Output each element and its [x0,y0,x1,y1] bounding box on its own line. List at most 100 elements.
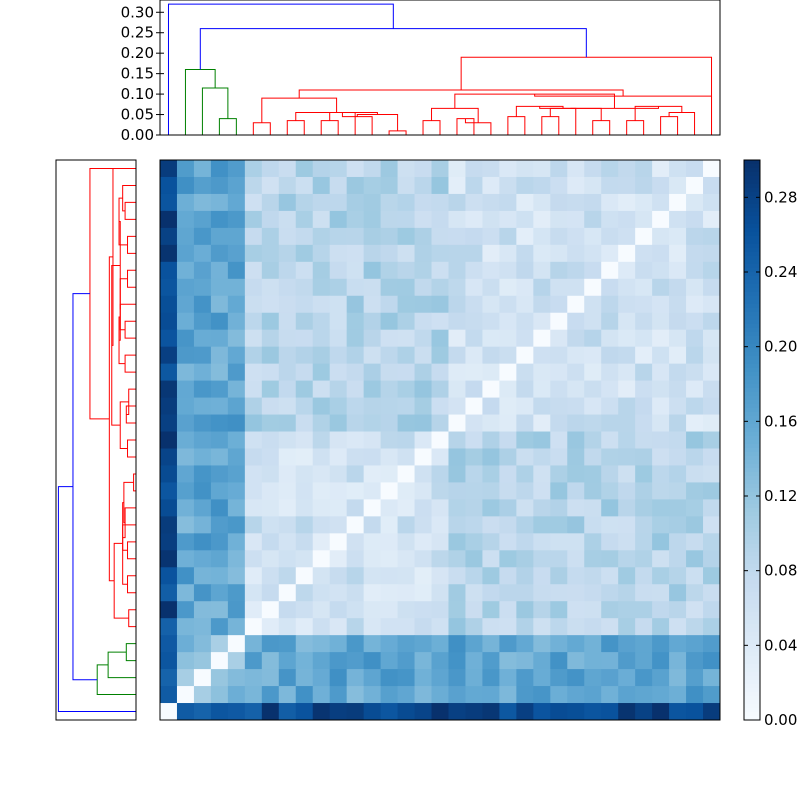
heatmap-cell [278,312,297,331]
heatmap-cell [363,533,382,551]
heatmap-cell [550,329,568,348]
heatmap-cell [363,465,382,483]
heatmap-cell [703,499,721,517]
heatmap-cell [329,465,348,483]
colorbar-segment [744,376,760,381]
heatmap-cell [346,550,365,568]
heatmap-cell [414,346,433,365]
heatmap-cell [516,601,534,619]
heatmap-cell [584,686,602,704]
heatmap-cell [499,669,517,687]
heatmap-cell [210,363,229,382]
heatmap-cell [176,448,195,466]
heatmap-cell [635,635,653,653]
heatmap-cell [516,160,534,178]
colorbar-segment [744,352,760,357]
heatmap-cell [448,363,466,382]
heatmap-cell [160,431,178,449]
heatmap-cell [414,516,433,534]
colorbar-segment [744,676,760,681]
colorbar-segment [744,576,760,581]
heatmap-cell [227,312,246,331]
heatmap-cell [160,227,178,246]
heatmap-cell [499,363,517,382]
heatmap-cell [465,329,483,348]
heatmap-cell [499,618,517,636]
colorbar-tick-label: 0.16 [764,412,797,430]
heatmap-cell [516,380,534,399]
heatmap-cell [227,295,246,314]
colorbar-segment [744,556,760,561]
heatmap-cell [244,160,263,178]
heatmap-cell [261,397,280,416]
colorbar-segment [744,572,760,577]
colorbar-segment [744,404,760,409]
colorbar-segment [744,680,760,685]
heatmap-cell [431,193,449,212]
heatmap-cell [363,550,382,568]
heatmap-cell [499,278,517,297]
heatmap-cell [346,601,365,619]
heatmap-cell [210,516,229,534]
heatmap-cell [193,431,212,449]
heatmap-cell [397,618,416,636]
heatmap-cell [346,465,365,483]
heatmap-cell [227,601,246,619]
heatmap-cell [346,618,365,636]
heatmap-cell [465,465,483,483]
heatmap-cell [278,533,297,551]
heatmap-cell [584,465,602,483]
heatmap-cell [482,652,500,670]
heatmap-cell [312,414,331,433]
heatmap-cell [584,482,602,500]
heatmap-cell [295,448,314,466]
heatmap-cell [261,431,280,449]
heatmap-cell [431,380,449,399]
heatmap-cell [601,448,619,466]
colorbar-segment [744,604,760,609]
left-dendrogram [55,159,137,721]
heatmap-cell [499,329,517,348]
heatmap-cell [160,176,178,195]
heatmap-cell [703,703,721,721]
heatmap-cell [346,397,365,416]
heatmap-cell [176,499,195,517]
heatmap-cell [601,329,619,348]
heatmap-cell [550,295,568,314]
heatmap-cell [431,363,449,382]
heatmap-cell [380,533,399,551]
heatmap-cell [601,499,619,517]
heatmap-cell [363,431,382,449]
heatmap-cell [160,397,178,416]
heatmap-cell [176,312,195,331]
colorbar-segment [744,480,760,485]
heatmap-cell [550,669,568,687]
heatmap-cell [397,176,416,195]
heatmap-cell [533,329,551,348]
heatmap-cell [533,618,551,636]
heatmap-cell [686,533,704,551]
heatmap-cell [278,278,297,297]
heatmap-cell [703,380,721,399]
heatmap-cell [703,346,721,365]
heatmap-cell [210,669,229,687]
heatmap-cell [482,533,500,551]
heatmap-cell [176,669,195,687]
colorbar-segment [744,520,760,525]
heatmap-cell [516,618,534,636]
heatmap-cell [210,244,229,263]
heatmap-cell [227,329,246,348]
heatmap-cell [244,686,263,704]
heatmap-cell [261,618,280,636]
heatmap-cell [227,278,246,297]
heatmap-cell [703,601,721,619]
top-dendrogram-ytick-label: 0.20 [121,44,154,62]
heatmap-cell [193,193,212,212]
heatmap-cell [584,397,602,416]
colorbar-segment [744,248,760,253]
colorbar-segment [744,580,760,585]
heatmap-cell [176,295,195,314]
heatmap-cell [550,465,568,483]
colorbar-segment [744,268,760,273]
heatmap-cell [601,346,619,365]
